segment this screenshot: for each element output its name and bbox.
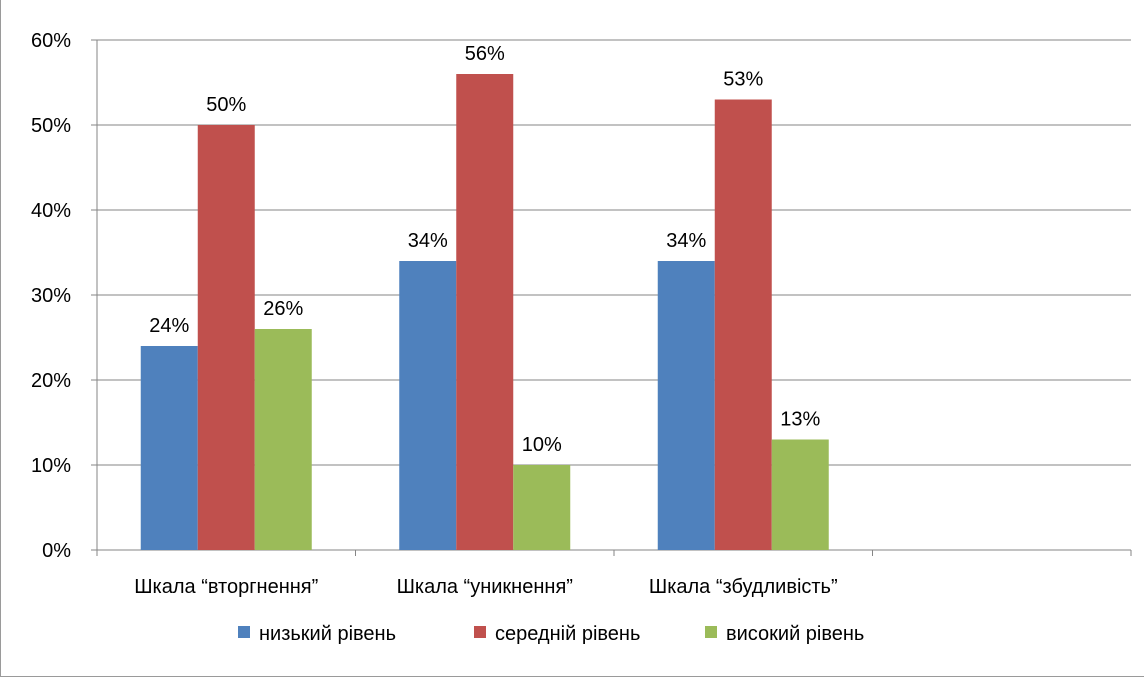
legend-label: високий рівень bbox=[726, 623, 864, 645]
y-tick-label: 50% bbox=[31, 115, 71, 137]
bar bbox=[399, 261, 457, 550]
data-label: 34% bbox=[408, 230, 448, 252]
data-label: 13% bbox=[780, 409, 820, 431]
legend-swatch bbox=[474, 626, 486, 638]
x-category-label: Шкала “уникнення” bbox=[397, 576, 573, 598]
data-label: 50% bbox=[206, 94, 246, 116]
y-tick-label: 30% bbox=[31, 285, 71, 307]
data-label: 26% bbox=[263, 298, 303, 320]
data-label: 24% bbox=[149, 315, 189, 337]
data-label: 34% bbox=[666, 230, 706, 252]
y-tick-label: 10% bbox=[31, 455, 71, 477]
legend-swatch bbox=[238, 626, 250, 638]
bar bbox=[513, 465, 571, 550]
legend-label: середній рівень bbox=[495, 623, 640, 645]
bar bbox=[771, 439, 829, 550]
bar bbox=[254, 329, 312, 550]
data-label: 10% bbox=[522, 434, 562, 456]
bar bbox=[456, 74, 514, 550]
bar bbox=[714, 99, 772, 550]
y-tick-label: 0% bbox=[42, 540, 71, 562]
data-label: 53% bbox=[723, 69, 763, 91]
bar bbox=[657, 261, 715, 550]
legend-label: низький рівень bbox=[259, 623, 396, 645]
y-tick-label: 60% bbox=[31, 30, 71, 52]
bar bbox=[197, 125, 255, 550]
x-category-label: Шкала “вторгнення” bbox=[134, 576, 318, 598]
legend-swatch bbox=[705, 626, 717, 638]
y-tick-label: 20% bbox=[31, 370, 71, 392]
x-category-label: Шкала “збудливість” bbox=[649, 576, 838, 598]
data-label: 56% bbox=[465, 43, 505, 65]
bar bbox=[140, 346, 198, 550]
y-tick-label: 40% bbox=[31, 200, 71, 222]
